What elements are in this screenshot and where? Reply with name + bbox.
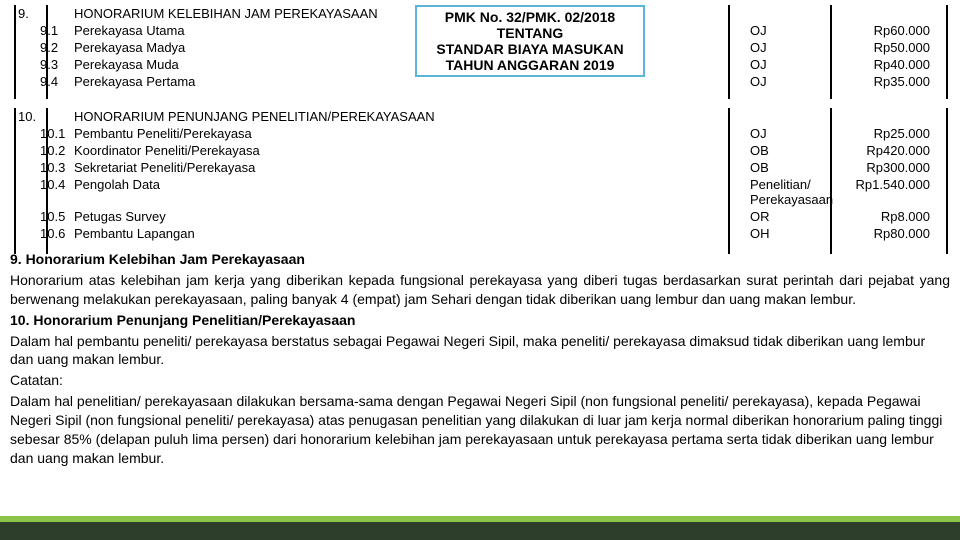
paragraph-10a: Dalam hal pembantu peneliti/ perekayasa … [10,332,950,370]
table-vline [46,5,48,99]
amt-col [840,6,950,21]
table-vline [830,5,832,99]
row-amount: Rp1.540.000 [840,177,950,207]
sub-number: 10.6 [38,226,74,241]
table-row: 10.1Pembantu Peneliti/PerekayasaOJRp25.0… [10,125,950,142]
table-row: 10.3Sekretariat Peneliti/PerekayasaOBRp3… [10,159,950,176]
row-amount: Rp25.000 [840,126,950,141]
row-amount: Rp50.000 [840,40,950,55]
header-line-1: PMK No. 32/PMK. 02/2018 [421,9,639,25]
row-unit: OJ [740,57,840,72]
sub-number: 9.4 [38,74,74,89]
header-line-4: TAHUN ANGGARAN 2019 [421,57,639,73]
row-desc: Pengolah Data [74,177,740,207]
section-10-table: 10.HONORARIUM PENUNJANG PENELITIAN/PEREK… [10,108,950,242]
footer-dark-stripe [0,522,960,540]
row-amount: Rp420.000 [840,143,950,158]
row-unit: OJ [740,126,840,141]
table-vline [14,5,16,99]
row-amount: Rp8.000 [840,209,950,224]
row-unit: OJ [740,23,840,38]
row-amount: Rp40.000 [840,57,950,72]
row-unit: OJ [740,74,840,89]
table-vline [14,108,16,254]
sub-number: 10.3 [38,160,74,175]
unit-col [740,109,840,124]
row-unit: OB [740,143,840,158]
table-row: 10.2Koordinator Peneliti/PerekayasaOBRp4… [10,142,950,159]
row-desc: Pembantu Lapangan [74,226,740,241]
sub-number: 9.1 [38,23,74,38]
table-vline [728,5,730,99]
section-title: HONORARIUM PENUNJANG PENELITIAN/PEREKAYA… [74,109,740,124]
table-vline [728,108,730,254]
sub-col [38,6,74,21]
regulation-header-box: PMK No. 32/PMK. 02/2018 TENTANG STANDAR … [415,5,645,77]
row-desc: Koordinator Peneliti/Perekayasa [74,143,740,158]
sub-col [38,109,74,124]
sub-number: 9.2 [38,40,74,55]
unit-col [740,6,840,21]
header-line-2: TENTANG [421,25,639,41]
table-row: 10.5Petugas SurveyORRp8.000 [10,208,950,225]
sub-number: 10.2 [38,143,74,158]
table-header-row: 10.HONORARIUM PENUNJANG PENELITIAN/PEREK… [10,108,950,125]
sub-number: 10.4 [38,177,74,207]
sub-number: 10.1 [38,126,74,141]
footer-bar [0,512,960,540]
table-vline [946,5,948,99]
table-row: 10.4Pengolah DataPenelitian/ Perekayasaa… [10,176,950,208]
heading-9: 9. Honorarium Kelebihan Jam Perekayasaan [10,250,950,269]
table-vline [946,108,948,254]
row-unit: OB [740,160,840,175]
top-table-section: PMK No. 32/PMK. 02/2018 TENTANG STANDAR … [0,0,960,242]
paragraph-10b: Dalam hal penelitian/ perekayasaan dilak… [10,392,950,468]
row-desc: Petugas Survey [74,209,740,224]
row-desc: Sekretariat Peneliti/Perekayasa [74,160,740,175]
row-amount: Rp60.000 [840,23,950,38]
row-amount: Rp35.000 [840,74,950,89]
table-vline [830,108,832,254]
table-row: 10.6Pembantu LapanganOHRp80.000 [10,225,950,242]
row-unit: Penelitian/ Perekayasaan [740,177,840,207]
paragraph-9: Honorarium atas kelebihan jam kerja yang… [10,271,950,309]
body-text: 9. Honorarium Kelebihan Jam Perekayasaan… [0,242,960,468]
row-amount: Rp300.000 [840,160,950,175]
sub-number: 10.5 [38,209,74,224]
row-desc: Pembantu Peneliti/Perekayasa [74,126,740,141]
row-unit: OJ [740,40,840,55]
sub-number: 9.3 [38,57,74,72]
row-unit: OH [740,226,840,241]
table-vline [46,108,48,254]
heading-10: 10. Honorarium Penunjang Penelitian/Pere… [10,311,950,330]
row-unit: OR [740,209,840,224]
catatan-label: Catatan: [10,371,950,390]
amt-col [840,109,950,124]
header-line-3: STANDAR BIAYA MASUKAN [421,41,639,57]
row-amount: Rp80.000 [840,226,950,241]
